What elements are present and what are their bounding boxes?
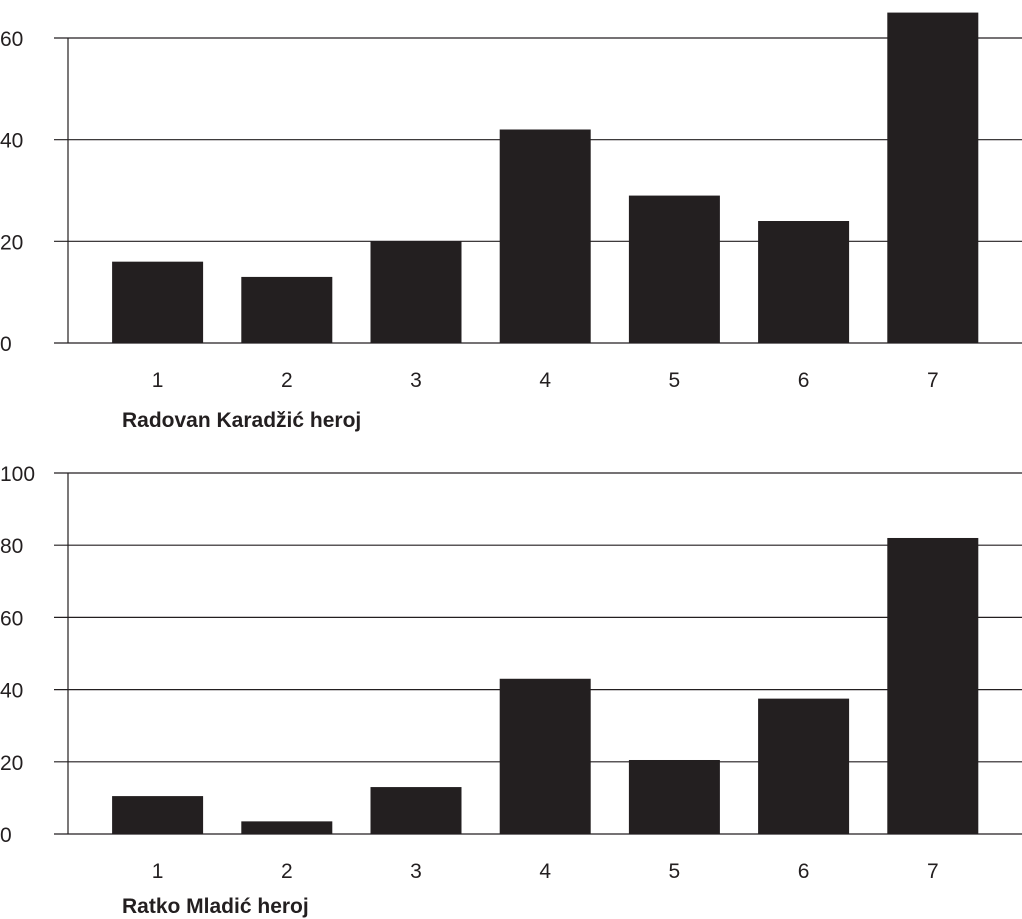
bar xyxy=(112,261,204,343)
bar xyxy=(628,759,720,834)
chart-caption: Ratko Mladić heroj xyxy=(122,895,309,918)
x-tick-label: 2 xyxy=(281,860,293,883)
y-tick-label: 100 xyxy=(0,463,35,486)
bar xyxy=(370,241,462,343)
x-tick-label: 4 xyxy=(539,860,551,883)
bar xyxy=(758,698,850,834)
bar xyxy=(241,276,333,343)
bar xyxy=(241,821,333,834)
x-tick-label: 1 xyxy=(152,369,164,392)
x-tick-label: 3 xyxy=(410,860,422,883)
bar xyxy=(758,221,850,343)
x-tick-label: 5 xyxy=(669,860,681,883)
x-tick-label: 7 xyxy=(927,860,939,883)
x-tick-label: 1 xyxy=(152,860,164,883)
y-tick-label: 60 xyxy=(0,607,23,630)
bar xyxy=(628,195,720,343)
x-tick-label: 4 xyxy=(539,369,551,392)
y-tick-label: 40 xyxy=(0,130,23,153)
bar xyxy=(499,678,591,834)
y-tick-label: 40 xyxy=(0,680,23,703)
y-tick-label: 0 xyxy=(0,333,12,356)
y-tick-label: 20 xyxy=(0,752,23,775)
x-tick-label: 7 xyxy=(927,369,939,392)
x-tick-label: 3 xyxy=(410,369,422,392)
bar xyxy=(887,12,979,343)
x-tick-label: 6 xyxy=(798,860,810,883)
bar xyxy=(887,537,979,834)
x-tick-label: 5 xyxy=(669,369,681,392)
bar xyxy=(370,787,462,834)
y-tick-label: 0 xyxy=(0,824,12,847)
bar xyxy=(112,796,204,834)
x-tick-label: 2 xyxy=(281,369,293,392)
y-tick-label: 80 xyxy=(0,535,23,558)
y-tick-label: 20 xyxy=(0,231,23,254)
x-tick-label: 6 xyxy=(798,369,810,392)
chart-caption: Radovan Karadžić heroj xyxy=(122,409,361,432)
y-tick-label: 60 xyxy=(0,28,23,51)
chart-mladic: 0 20 40 60 80 100 1 2 3 4 5 6 7 Ratko Mladić heroj xyxy=(0,463,1022,918)
chart-karadzic: 0 20 40 60 1 2 3 4 5 6 7 Radovan Karadžić heroj xyxy=(0,12,1022,432)
bar xyxy=(499,129,591,343)
